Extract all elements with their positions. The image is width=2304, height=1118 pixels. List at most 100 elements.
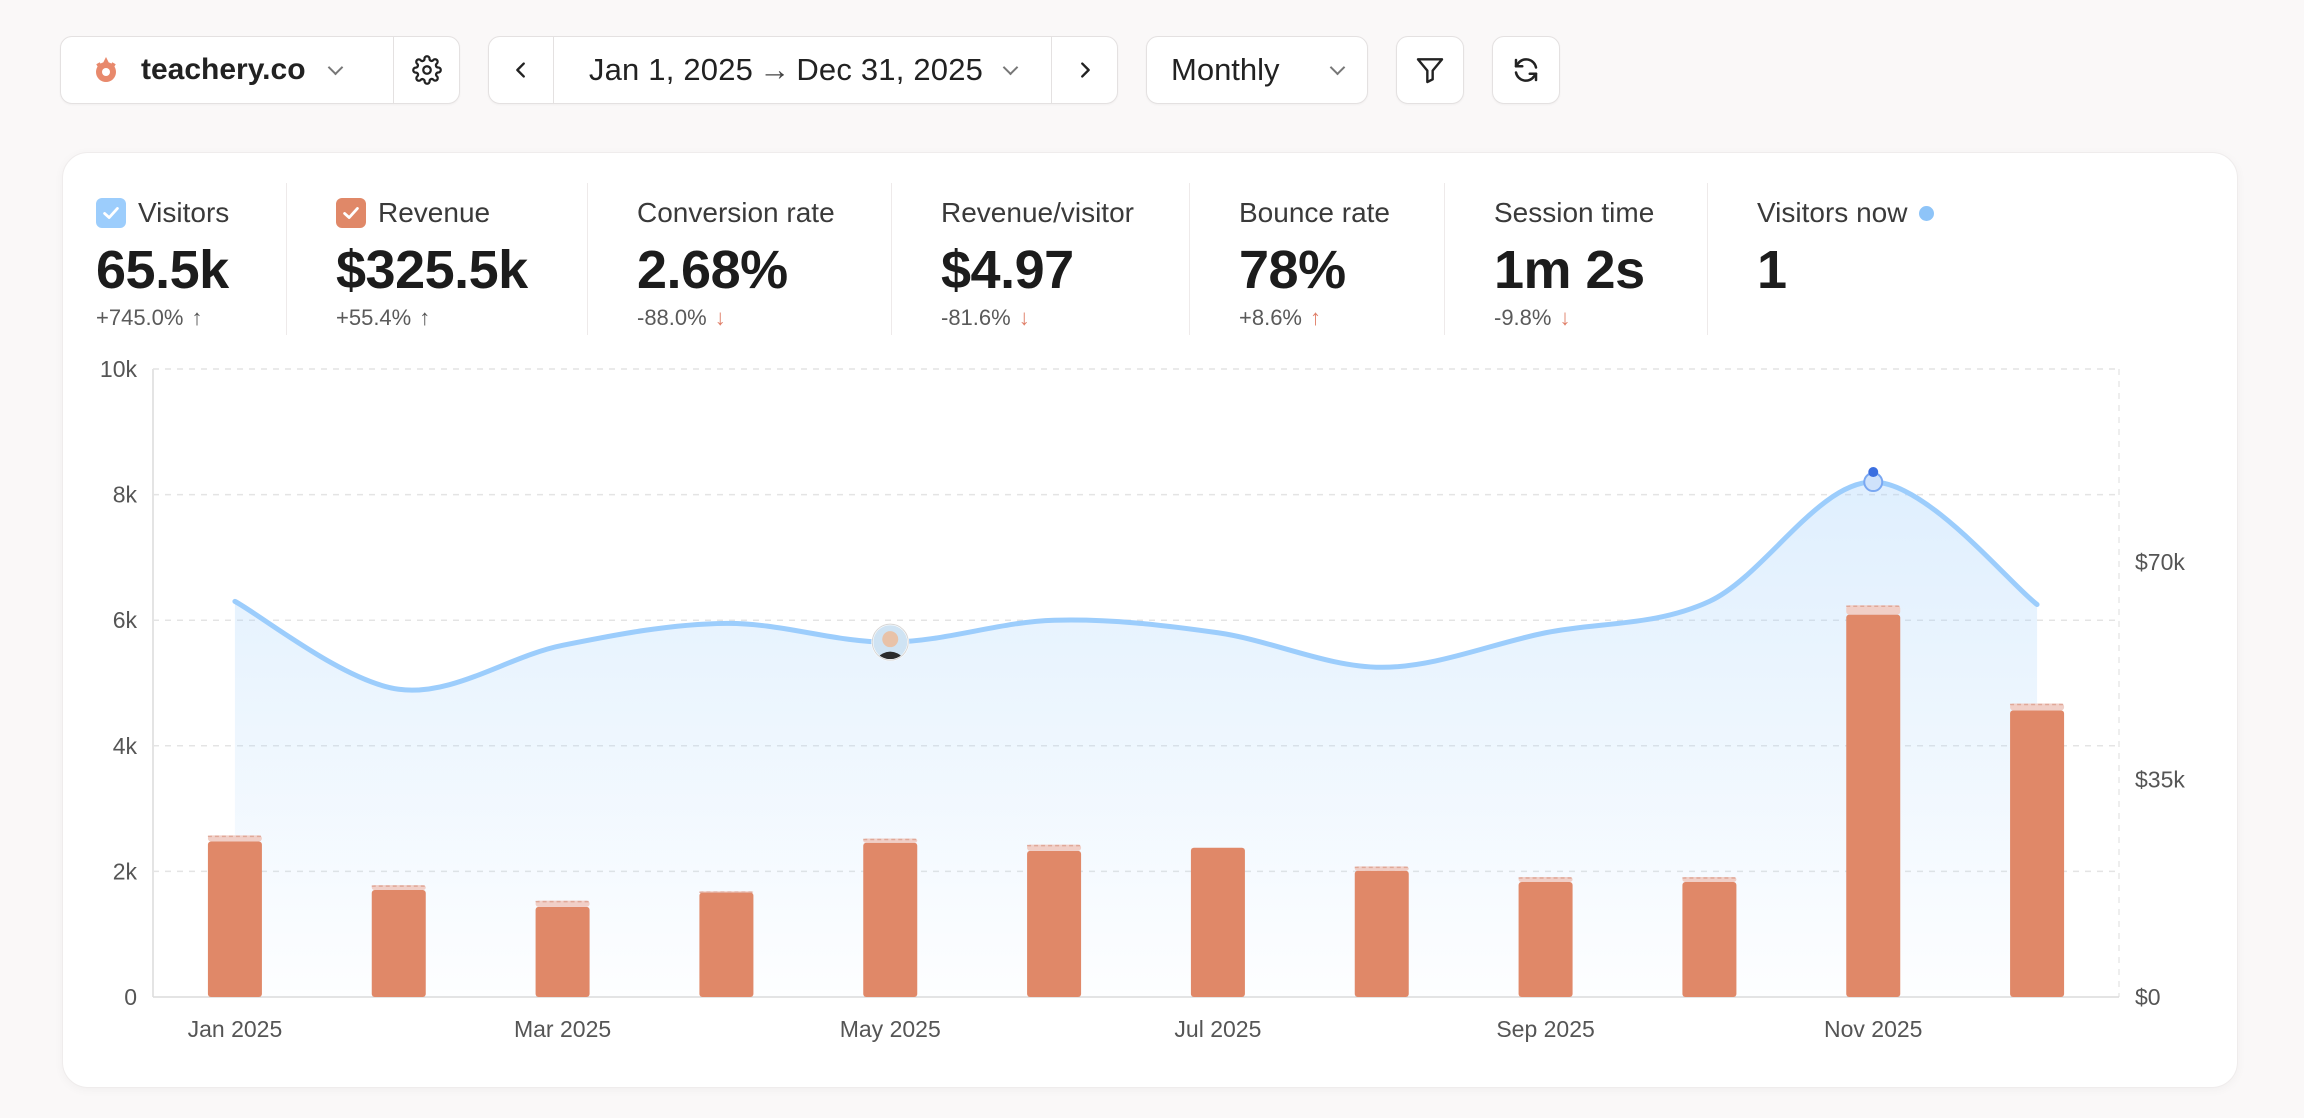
period-value: Monthly [1171, 52, 1280, 87]
metric-label: Session time [1494, 197, 1655, 228]
avatar-border [871, 623, 909, 661]
metric-value: 2.68% [637, 240, 788, 300]
avatar-face [882, 631, 899, 648]
metric-conversion-rate[interactable]: Conversion rate 2.68% -88.0% ↓ [587, 183, 867, 335]
metric-label-text: Visitors [138, 197, 230, 228]
avatar-image [873, 625, 908, 660]
revenue-bar-top [699, 891, 754, 893]
revenue-bar [1190, 847, 1245, 997]
y-tick-label: 2k [113, 858, 138, 884]
previous-period-button[interactable] [489, 37, 553, 103]
metric-change-text: +55.4% [336, 305, 412, 330]
metric-change-text: -9.8% [1494, 305, 1552, 330]
metric-bounce-rate[interactable]: Bounce rate 78% +8.6% ↑ [1189, 183, 1429, 335]
metric-visitors-now[interactable]: Visitors now 1 [1707, 183, 1967, 335]
divider [1444, 183, 1445, 335]
y-tick-label: 8k [113, 482, 138, 508]
refresh-button-inner [1493, 37, 1559, 103]
y-tick-label: 4k [113, 733, 138, 759]
gear-icon [411, 55, 442, 85]
metrics-row: Visitors 65.5k +745.0% ↑ Revenue $325.5k… [63, 153, 2237, 349]
metric-label: Bounce rate [1239, 197, 1390, 228]
x-tick-label: Sep 2025 [1496, 1016, 1594, 1042]
metric-change: +8.6% ↑ [1239, 305, 1321, 331]
revenue-bar [1682, 881, 1737, 997]
revenue-bar-top [371, 885, 426, 891]
chevron-down-icon [327, 59, 343, 75]
metric-value: 78% [1239, 240, 1346, 300]
metric-label-text: Revenue [378, 197, 491, 228]
divider [1707, 183, 1708, 335]
metric-change: -9.8% ↓ [1494, 305, 1570, 331]
arrow-up-icon: ↑ [1310, 305, 1321, 330]
site-selector[interactable]: teachery.co [61, 37, 393, 103]
metric-visitors[interactable]: Visitors 65.5k +745.0% ↑ [96, 183, 296, 335]
arrow-up-icon: ↑ [419, 305, 431, 330]
revenue-bar-top [1354, 866, 1409, 871]
metric-change: +745.0% ↑ [96, 305, 202, 331]
metric-value: 1 [1757, 240, 1787, 300]
site-name: teachery.co [141, 53, 306, 86]
teachery-logo-icon [89, 53, 123, 87]
divider [587, 183, 588, 335]
metric-revenue[interactable]: Revenue $325.5k +55.4% ↑ [286, 183, 556, 335]
metric-value: $325.5k [336, 240, 528, 300]
avatar [871, 623, 910, 662]
revenue-bar [207, 841, 262, 997]
divider [891, 183, 892, 335]
x-tick-label: Mar 2025 [514, 1016, 611, 1042]
metric-change-text: +8.6% [1239, 305, 1302, 330]
arrow-down-icon: ↓ [1018, 305, 1030, 330]
date-range-picker[interactable]: Jan 1, 2025 → Dec 31, 2025 [553, 37, 1051, 103]
filter-button-inner [1397, 37, 1463, 103]
metric-label: Revenue [336, 197, 490, 229]
arrow-down-icon: ↓ [714, 305, 726, 330]
period-select[interactable]: Monthly [1146, 36, 1368, 104]
revenue-bar [535, 906, 590, 997]
visitors-checkbox[interactable] [96, 198, 126, 228]
filter-button[interactable] [1396, 36, 1464, 104]
revenue-bar-top [863, 838, 918, 843]
metric-change: +55.4% ↑ [336, 305, 430, 331]
metric-revenue-per-visitor[interactable]: Revenue/visitor $4.97 -81.6% ↓ [891, 183, 1171, 335]
revenue-bar [1518, 881, 1573, 997]
date-range-end: Dec 31, 2025 [796, 52, 984, 87]
revenue-bar-top [2010, 703, 2065, 711]
chevron-down-icon [1329, 59, 1346, 75]
highlight-dot [1868, 467, 1879, 478]
y-tick-label: 10k [100, 356, 138, 382]
metric-change-text: +745.0% [96, 305, 184, 330]
chevron-left-icon [510, 59, 532, 81]
y-tick-label: 6k [113, 607, 138, 633]
chevron-down-icon [1002, 59, 1019, 75]
visitors-revenue-chart[interactable]: 0 2k 4k 6k 8k 10k $0 $35k $70k Jan 2025 Mar 2025 Ma… [63, 153, 2239, 1089]
metric-label-text: Visitors now [1757, 197, 1908, 228]
metric-value: 1m 2s [1494, 240, 1645, 300]
metric-label: Revenue/visitor [941, 197, 1134, 228]
next-period-button[interactable] [1051, 37, 1117, 103]
revenue-bar [1846, 614, 1901, 997]
live-indicator-icon [1919, 205, 1935, 221]
divider [1189, 183, 1190, 335]
divider [286, 183, 287, 335]
chevron-right-icon [1074, 59, 1096, 81]
revenue-bar-top [1027, 844, 1082, 851]
revenue-bar-top [1518, 876, 1573, 882]
date-range-start: Jan 1, 2025 [588, 52, 754, 87]
revenue-bar [1354, 870, 1409, 997]
settings-button[interactable] [393, 37, 459, 103]
metric-session-time[interactable]: Session time 1m 2s -9.8% ↓ [1444, 183, 1704, 335]
date-range-group: Jan 1, 2025 → Dec 31, 2025 [488, 36, 1118, 104]
revenue-bar [1027, 850, 1082, 997]
analytics-card: Visitors 65.5k +745.0% ↑ Revenue $325.5k… [62, 152, 2238, 1088]
y-right-tick-label: $70k [2135, 549, 2185, 575]
refresh-button[interactable] [1492, 36, 1560, 104]
revenue-bar [699, 892, 754, 997]
metric-change-text: -81.6% [941, 305, 1011, 330]
metric-change-text: -88.0% [637, 305, 707, 330]
arrow-up-icon: ↑ [191, 305, 203, 330]
revenue-bar-top [1682, 876, 1737, 882]
revenue-checkbox[interactable] [336, 198, 366, 228]
metric-change: -81.6% ↓ [941, 305, 1030, 331]
refresh-icon [1511, 55, 1541, 85]
